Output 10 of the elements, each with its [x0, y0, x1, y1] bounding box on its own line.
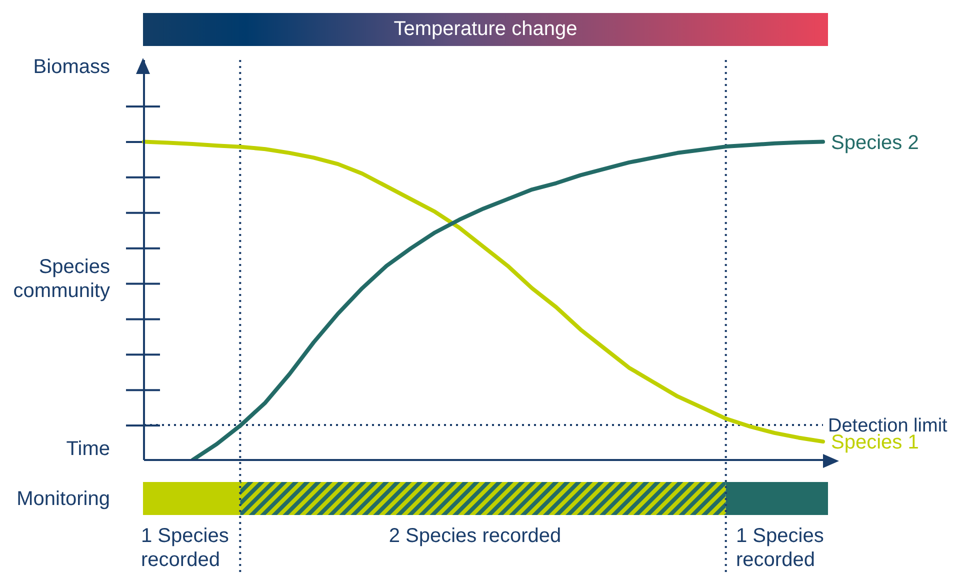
text: 1 Species recorded: [141, 525, 229, 571]
text: Species community: [13, 256, 110, 302]
chart-title: Temperature change: [394, 18, 578, 40]
series-label: Species 2: [831, 132, 919, 154]
text: 2 Species recorded: [388, 525, 562, 547]
text: 1 Species recorded: [736, 525, 824, 571]
x-axis-title: Time: [66, 438, 110, 460]
text: Monitoring: [16, 488, 110, 510]
series-label: Species 1: [831, 432, 919, 454]
y-axis-title: Biomass: [33, 56, 110, 78]
